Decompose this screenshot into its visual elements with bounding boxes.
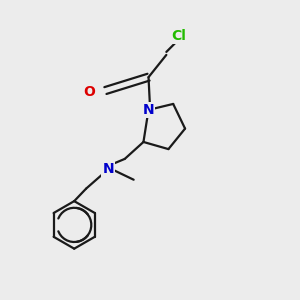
Text: O: O xyxy=(83,85,95,99)
Text: Cl: Cl xyxy=(171,28,186,43)
Text: N: N xyxy=(143,103,154,117)
Text: N: N xyxy=(103,162,114,176)
